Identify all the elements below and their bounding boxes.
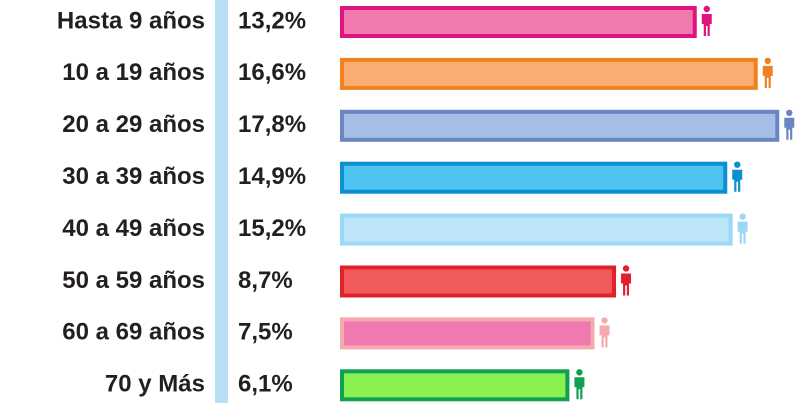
person-icon [574,369,585,400]
person-head [734,161,741,168]
category-label: 30 a 39 años [62,163,205,190]
person-head [576,369,583,376]
person-head [601,317,608,324]
category-label: 50 a 59 años [62,267,205,294]
category-label: 20 a 29 años [62,111,205,138]
value-label: 6,1% [238,371,293,398]
person-icon [621,265,632,296]
value-label: 16,6% [238,59,306,86]
bar [340,213,733,246]
person-body [737,221,748,244]
person-icon [784,109,795,140]
person-body [599,325,610,348]
person-head [703,5,710,13]
bar [340,161,728,194]
bar [340,109,780,142]
category-label: Hasta 9 años [57,7,205,34]
person-head [786,109,793,117]
bar [340,57,758,90]
bar [340,6,697,38]
person-icon [737,213,748,244]
category-label: 10 a 19 años [62,59,205,86]
person-body [574,377,585,400]
category-label: 60 a 69 años [62,319,205,346]
divider-stripe [215,0,228,403]
person-body [784,117,795,140]
person-head [764,57,771,65]
value-label: 17,8% [238,111,306,138]
category-label: 40 a 49 años [62,215,205,242]
bar [340,317,595,350]
person-head [739,213,746,220]
person-icon [762,57,773,88]
value-label: 8,7% [238,267,293,294]
value-label: 15,2% [238,215,306,242]
value-label: 14,9% [238,163,306,190]
category-label: 70 y Más [105,371,205,398]
person-head [622,265,630,272]
person-body [762,65,773,88]
person-body [701,14,712,36]
bar [340,369,570,402]
person-icon [599,317,610,348]
value-label: 13,2% [238,7,306,34]
person-icon [732,161,743,192]
value-label: 7,5% [238,319,293,346]
person-body [621,273,632,296]
person-icon [701,5,712,36]
bar [340,265,617,298]
person-body [732,169,743,192]
